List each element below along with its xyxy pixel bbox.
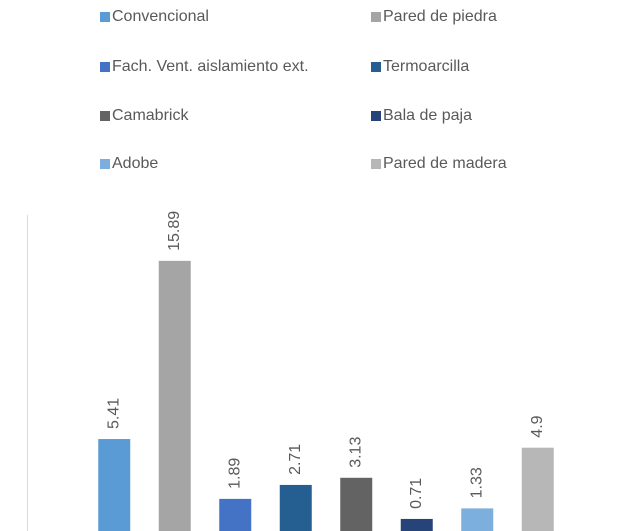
legend-label: Bala de paja [383, 107, 472, 124]
bar [279, 484, 312, 531]
value-label: 15.89 [166, 211, 183, 251]
legend-label: Fach. Vent. aislamiento ext. [112, 58, 309, 75]
value-label: 3.13 [347, 437, 364, 468]
legend-swatch [100, 12, 110, 22]
bar [521, 447, 554, 531]
legend-swatch [100, 111, 110, 121]
value-label: 1.33 [468, 467, 485, 498]
value-label: 5.41 [105, 398, 122, 429]
bar [98, 439, 131, 531]
legend-label: Adobe [112, 155, 158, 172]
legend-swatch [371, 159, 381, 169]
bar [400, 518, 433, 531]
bar [340, 477, 373, 531]
legend-label: Pared de piedra [383, 8, 497, 25]
bar [158, 260, 191, 531]
legend-label: Termoarcilla [383, 58, 469, 75]
legend-swatch [100, 62, 110, 72]
value-label: 1.89 [226, 458, 243, 489]
bar [461, 508, 494, 531]
value-label: 2.71 [287, 444, 304, 475]
value-label: 4.9 [529, 415, 546, 437]
legend-label: Convencional [112, 8, 209, 25]
legend-swatch [371, 62, 381, 72]
legend-swatch [100, 159, 110, 169]
value-label: 0.71 [408, 478, 425, 509]
legend-label: Camabrick [112, 107, 189, 124]
legend-swatch [371, 12, 381, 22]
legend-label: Pared de madera [383, 155, 507, 172]
bar [219, 498, 252, 531]
legend-swatch [371, 111, 381, 121]
